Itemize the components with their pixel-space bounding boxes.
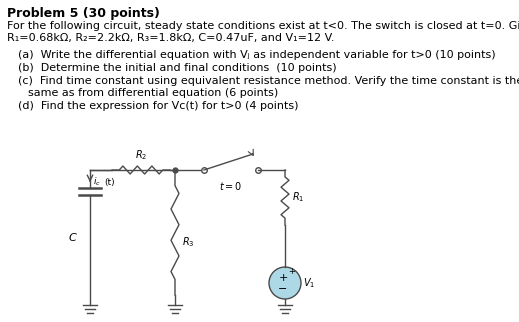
Text: R₁=0.68kΩ, R₂=2.2kΩ, R₃=1.8kΩ, C=0.47uF, and V₁=12 V.: R₁=0.68kΩ, R₂=2.2kΩ, R₃=1.8kΩ, C=0.47uF,… [7, 33, 335, 43]
Text: C: C [69, 232, 76, 242]
Text: (b)  Determine the initial and final conditions  (10 points): (b) Determine the initial and final cond… [18, 63, 337, 73]
Text: $i_c$: $i_c$ [93, 176, 101, 188]
Text: same as from differential equation (6 points): same as from differential equation (6 po… [28, 88, 278, 98]
Text: (t): (t) [104, 177, 115, 186]
Circle shape [269, 267, 301, 299]
Text: For the following circuit, steady state conditions exist at t<0. The switch is c: For the following circuit, steady state … [7, 21, 519, 31]
Text: $R_2$: $R_2$ [135, 148, 147, 162]
Text: $R_1$: $R_1$ [292, 191, 304, 204]
Text: −: − [278, 284, 288, 294]
Text: $V_1$: $V_1$ [303, 276, 315, 290]
Text: (a)  Write the differential equation with Vⱼ as independent variable for t>0 (10: (a) Write the differential equation with… [18, 50, 496, 60]
Text: $t=0$: $t=0$ [220, 180, 243, 192]
Text: (c)  Find time constant using equivalent resistance method. Verify the time cons: (c) Find time constant using equivalent … [18, 76, 519, 86]
Text: $R_3$: $R_3$ [182, 236, 195, 250]
Text: +: + [288, 267, 295, 276]
Text: Problem 5 (30 points): Problem 5 (30 points) [7, 7, 160, 20]
Text: (d)  Find the expression for Vc(t) for t>0 (4 points): (d) Find the expression for Vc(t) for t>… [18, 101, 298, 111]
Text: +: + [278, 273, 288, 283]
